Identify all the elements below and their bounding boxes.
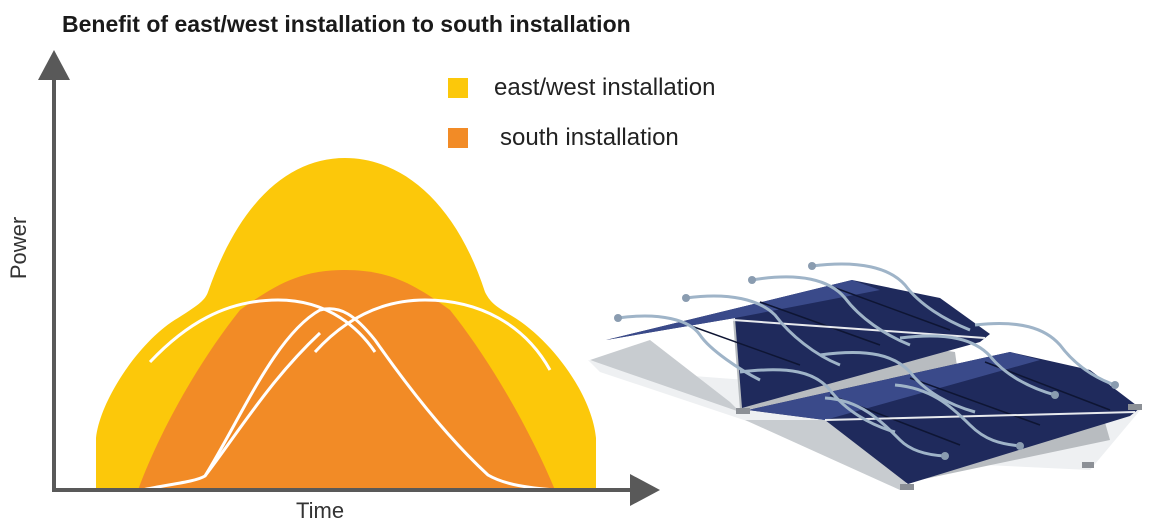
legend-swatch-east-west (448, 78, 468, 98)
east-arc (148, 298, 377, 364)
diagram-title: Benefit of east/west installation to sou… (62, 11, 631, 37)
y-axis-arrow-icon (38, 50, 70, 80)
axes (38, 50, 660, 506)
legend-item-east-west: east/west installation (448, 74, 715, 102)
west-arc (313, 298, 552, 371)
west-curve (203, 331, 322, 477)
legend-label-east-west: east/west installation (494, 74, 716, 101)
legend-swatch-south (448, 128, 468, 148)
x-axis-arrow-icon (630, 474, 660, 506)
flat-roof-solar-panel-array-icon (588, 262, 1142, 490)
legend-item-south: south installation (448, 124, 679, 152)
x-axis-label: Time (296, 498, 345, 523)
legend-label-south: south installation (500, 124, 679, 151)
individual-curves (141, 298, 556, 492)
